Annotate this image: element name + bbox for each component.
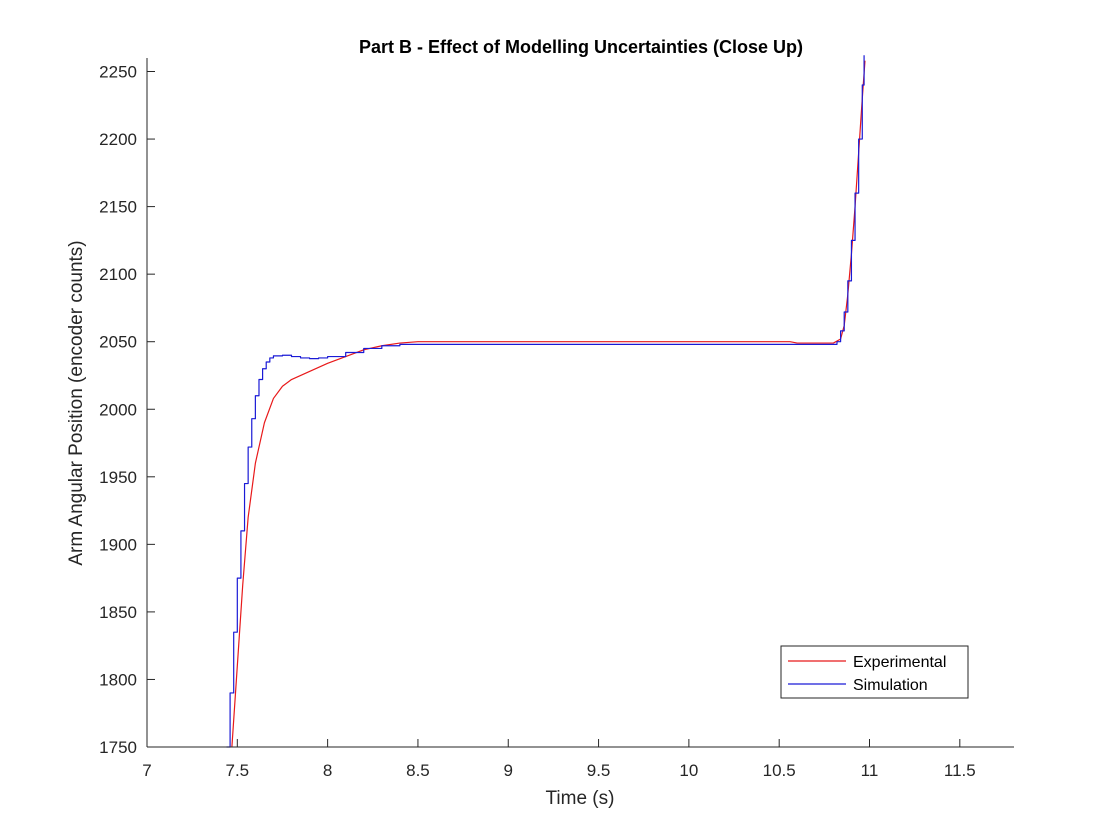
x-tick-label: 7.5 <box>225 761 249 780</box>
y-tick-label: 2050 <box>99 333 137 352</box>
x-tick-label: 8 <box>323 761 332 780</box>
legend-box <box>780 645 969 699</box>
legend-label-experimental: Experimental <box>853 654 946 671</box>
y-tick-label: 2250 <box>99 63 137 82</box>
y-tick-label: 2150 <box>99 198 137 217</box>
legend-label-simulation: Simulation <box>853 677 928 694</box>
x-tick-label: 8.5 <box>406 761 430 780</box>
y-ticks: 1750 1800 1850 1900 1950 2000 2050 2100 2150 2200… <box>99 63 155 757</box>
x-tick-label: 10 <box>679 761 698 780</box>
y-tick-label: 1800 <box>99 670 137 689</box>
y-tick-label: 2000 <box>99 400 137 419</box>
chart-title: Part B - Effect of Modelling Uncertainti… <box>359 37 803 57</box>
y-tick-label: 1950 <box>99 468 137 487</box>
x-axis-label: Time (s) <box>546 788 615 809</box>
y-tick-label: 1750 <box>99 738 137 757</box>
x-tick-label: 9.5 <box>587 761 611 780</box>
plot-lines <box>226 55 866 748</box>
x-tick-label: 11 <box>861 761 879 780</box>
y-tick-label: 1850 <box>99 603 137 622</box>
y-tick-label: 1900 <box>99 535 137 554</box>
x-tick-label: 9 <box>504 761 513 780</box>
y-axis-label: Arm Angular Position (encoder counts) <box>66 240 87 565</box>
legend: Experimental Simulation <box>780 645 969 699</box>
series-line-simulation <box>226 55 865 748</box>
x-tick-label: 10.5 <box>763 761 796 780</box>
y-tick-label: 2200 <box>99 130 137 149</box>
x-ticks: 7 7.5 8 8.5 9 9.5 10 10.5 11 11.5 <box>142 739 976 780</box>
series-line-experimental <box>231 60 866 748</box>
x-tick-label: 11.5 <box>944 761 976 780</box>
x-tick-label: 7 <box>142 761 151 780</box>
y-tick-label: 2100 <box>99 265 137 284</box>
